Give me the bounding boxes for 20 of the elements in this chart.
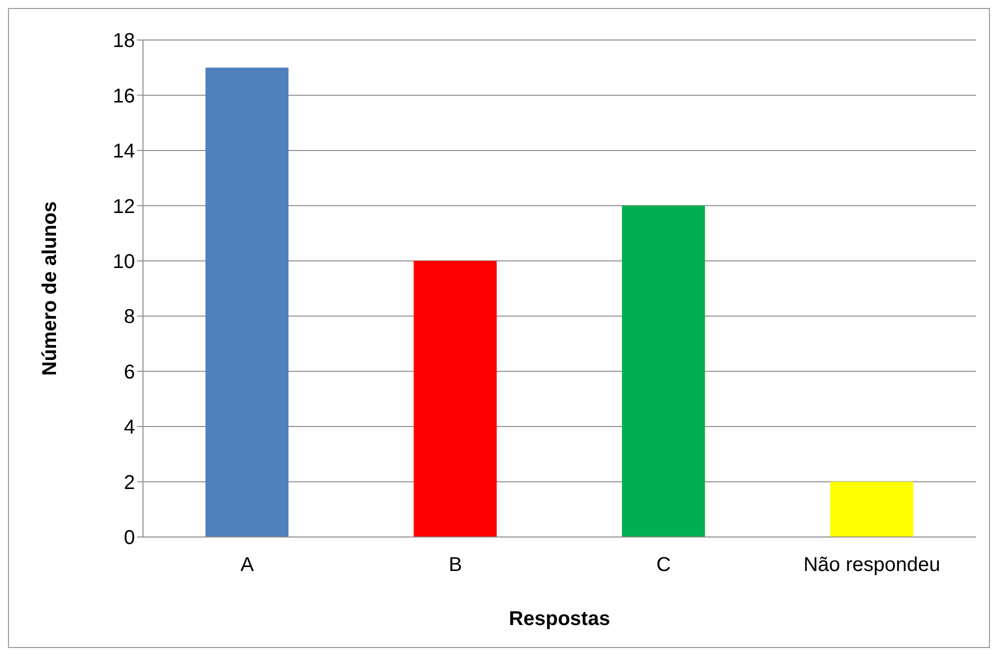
y-axis-title: Número de alunos [39, 201, 62, 376]
y-tick-label: 8 [124, 306, 135, 328]
x-tick-label: Não respondeu [803, 554, 940, 576]
bar [414, 260, 497, 537]
y-tick-label: 6 [124, 361, 135, 384]
y-tick-label: 12 [112, 196, 135, 218]
y-tick-label: 18 [112, 30, 135, 52]
y-tick-label: 16 [112, 85, 135, 108]
x-tick-label: C [656, 554, 671, 576]
bar [622, 206, 705, 537]
x-axis-title: Respostas [508, 608, 610, 630]
x-tick-label: B [448, 554, 462, 576]
y-tick-label: 14 [112, 140, 135, 163]
bar [205, 68, 288, 537]
bar [830, 482, 914, 537]
y-tick-label: 0 [124, 527, 135, 550]
y-tick-label: 2 [124, 472, 135, 494]
y-tick-label: 10 [112, 250, 135, 273]
x-tick-label: A [240, 554, 254, 576]
y-tick-label: 4 [124, 416, 135, 439]
